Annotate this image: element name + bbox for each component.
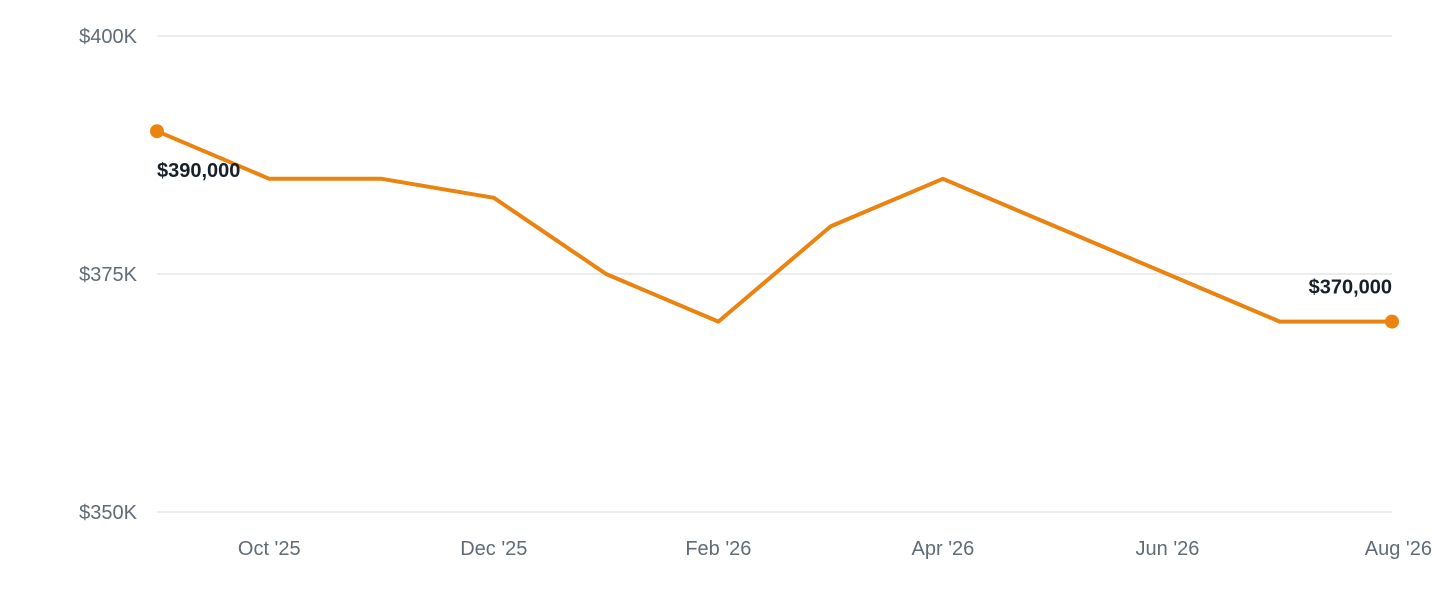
series-line bbox=[155, 129, 1394, 324]
data-point-marker bbox=[150, 124, 164, 139]
x-tick-label: Aug '26 bbox=[1365, 538, 1432, 560]
y-axis: $400K $375K $350K bbox=[79, 26, 137, 524]
data-label: $390,000 bbox=[157, 160, 240, 182]
x-tick-label: Oct '25 bbox=[238, 538, 301, 560]
x-tick-label: Jun '26 bbox=[1136, 538, 1200, 560]
y-tick-label: $350K bbox=[79, 502, 137, 524]
y-tick-label: $375K bbox=[79, 264, 137, 286]
series-layer bbox=[155, 129, 1394, 324]
x-tick-label: Feb '26 bbox=[685, 538, 751, 560]
x-axis: Oct '25 Dec '25 Feb '26 Apr '26 Jun '26 Aug '… bbox=[238, 538, 1432, 560]
data-label: $370,000 bbox=[1309, 277, 1392, 299]
x-tick-label: Apr '26 bbox=[912, 538, 975, 560]
endpoint-markers bbox=[150, 124, 1399, 329]
data-point-marker bbox=[1385, 314, 1399, 329]
y-tick-label: $400K bbox=[79, 26, 137, 48]
data-labels: $390,000 $370,000 bbox=[157, 160, 1392, 298]
x-tick-label: Dec '25 bbox=[460, 538, 527, 560]
